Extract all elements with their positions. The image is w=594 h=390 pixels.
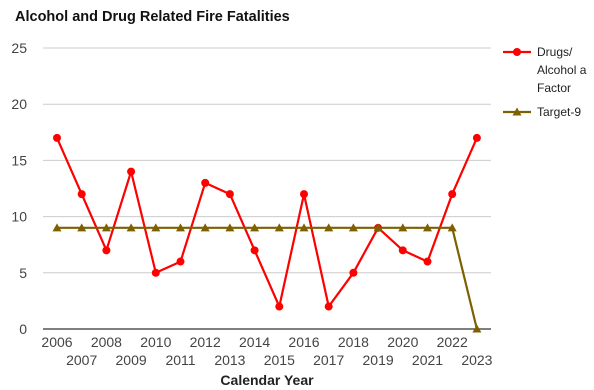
data-point (250, 223, 260, 232)
y-tick-label: 15 (11, 152, 27, 168)
data-point (77, 223, 87, 232)
data-point (225, 223, 235, 232)
data-point (423, 257, 432, 266)
series-2 (52, 223, 482, 333)
x-tick-label: 2015 (264, 352, 295, 368)
data-point (472, 133, 481, 142)
data-point (176, 223, 185, 232)
data-point (225, 190, 234, 199)
x-tick-label: 2012 (190, 334, 221, 350)
x-tick-label: 2010 (140, 334, 171, 350)
data-point (77, 190, 86, 199)
data-point (423, 223, 432, 232)
x-tick-label: 2016 (288, 334, 319, 350)
legend-item-2: Target-9 (503, 105, 581, 119)
legend-item-1: Drugs/Alcohol a Factor (503, 45, 587, 95)
data-point (448, 190, 457, 199)
x-tick-label: 2019 (363, 352, 394, 368)
chart-title: Alcohol and Drug Related Fire Fatalities (15, 9, 290, 25)
data-point (102, 246, 111, 255)
series-1 (53, 133, 481, 311)
data-point (373, 223, 383, 232)
data-point (250, 246, 259, 255)
x-axis-title: Calendar Year (220, 372, 314, 388)
data-point (348, 223, 358, 232)
x-tick-label: 2020 (387, 334, 418, 350)
data-point (299, 223, 309, 232)
x-tick-label: 2011 (165, 352, 195, 368)
x-axis-ticks: 2006 2007 2008 2009 2010 2011 2012 2013 2014 2015… (41, 334, 492, 368)
x-tick-label: 2008 (91, 334, 122, 350)
legend-label: Target-9 (537, 105, 581, 119)
x-tick-label: 2018 (338, 334, 369, 350)
series-line (57, 226, 478, 330)
y-tick-label: 5 (19, 265, 27, 281)
data-point (127, 167, 136, 176)
data-point (176, 257, 185, 266)
y-axis-ticks: 0 5 10 15 20 25 (11, 40, 27, 337)
legend: Drugs/Alcohol a Factor Target-9 (503, 45, 587, 119)
x-tick-label: 2013 (214, 352, 245, 368)
data-point (324, 223, 334, 232)
data-point (398, 246, 407, 255)
y-tick-label: 10 (11, 209, 27, 225)
data-point (398, 223, 408, 232)
x-tick-label: 2021 (412, 352, 443, 368)
x-tick-label: 2017 (313, 352, 344, 368)
data-point (201, 178, 210, 187)
data-point (151, 268, 160, 277)
x-tick-label: 2022 (437, 334, 468, 350)
data-point (53, 133, 61, 142)
data-point (300, 190, 308, 199)
legend-marker (513, 48, 521, 56)
data-point (349, 268, 358, 277)
x-tick-label: 2014 (239, 334, 270, 350)
data-point (472, 324, 482, 333)
data-point (324, 302, 333, 311)
x-tick-label: 2007 (66, 352, 97, 368)
y-tick-label: 0 (19, 321, 27, 337)
x-tick-label: 2009 (116, 352, 147, 368)
legend-label: Drugs/Alcohol a Factor (537, 45, 587, 95)
data-point (52, 223, 62, 232)
x-tick-label: 2023 (461, 352, 492, 368)
data-point (200, 223, 210, 232)
y-tick-label: 20 (11, 96, 27, 112)
data-point (275, 302, 284, 311)
series-layer (52, 133, 482, 333)
data-point (447, 223, 457, 232)
data-point (274, 223, 284, 232)
data-point (101, 223, 111, 232)
gridlines (43, 47, 491, 330)
x-tick-label: 2006 (41, 334, 72, 350)
series-line (55, 137, 478, 308)
data-point (151, 223, 161, 232)
data-point (126, 223, 136, 232)
legend-marker (512, 107, 522, 116)
y-tick-label: 25 (11, 40, 27, 56)
